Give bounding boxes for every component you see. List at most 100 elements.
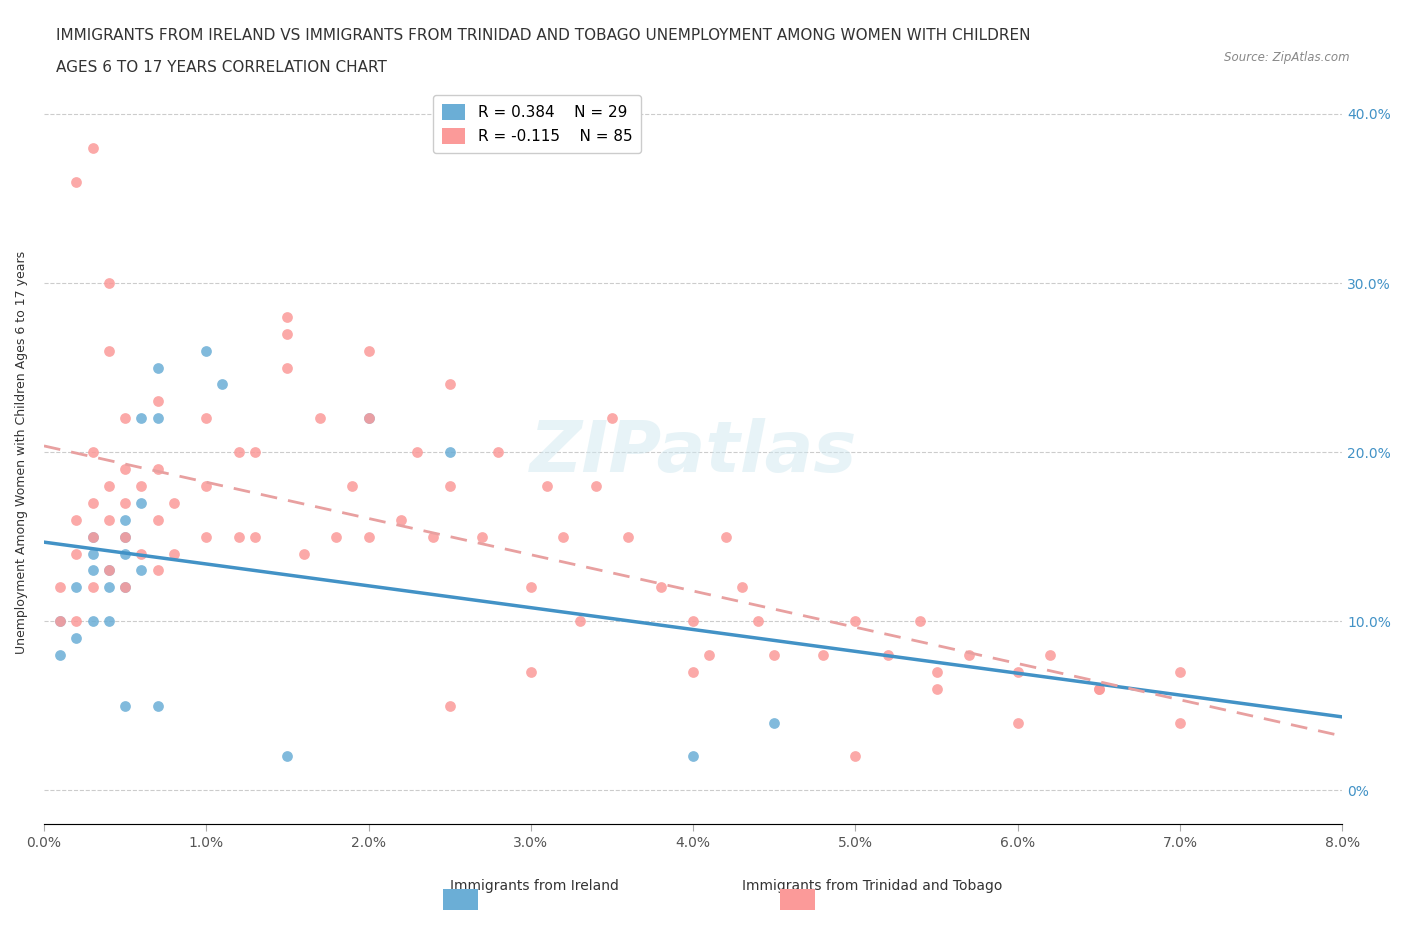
Point [97,563,120,578]
Point [553,529,575,544]
Text: Immigrants from Trinidad and Tobago: Immigrants from Trinidad and Tobago [741,879,1002,893]
Point [276,326,298,341]
Point [243,529,266,544]
Point [82,546,104,561]
Point [146,360,169,375]
Point [114,496,136,511]
Point [292,546,315,561]
Legend: R = 0.384    N = 29, R = -0.115    N = 85: R = 0.384 N = 29, R = -0.115 N = 85 [433,95,641,153]
Point [146,563,169,578]
Point [131,478,153,493]
Point [585,478,607,493]
Point [439,377,461,392]
Point [49,614,72,629]
Point [114,461,136,476]
Text: IMMIGRANTS FROM IRELAND VS IMMIGRANTS FROM TRINIDAD AND TOBAGO UNEMPLOYMENT AMON: IMMIGRANTS FROM IRELAND VS IMMIGRANTS FR… [56,28,1031,43]
Point [97,563,120,578]
Point [357,529,380,544]
Point [276,310,298,325]
Point [131,496,153,511]
Point [82,580,104,595]
Point [357,343,380,358]
Point [82,563,104,578]
Point [146,461,169,476]
Text: Immigrants from Ireland: Immigrants from Ireland [450,879,619,893]
Point [114,512,136,527]
Point [49,647,72,662]
Point [114,529,136,544]
Point [957,647,980,662]
Point [82,496,104,511]
Point [97,478,120,493]
Point [682,749,704,764]
Point [114,546,136,561]
Point [195,478,218,493]
Point [65,546,87,561]
Point [195,529,218,544]
Point [1088,682,1111,697]
Point [163,546,186,561]
Point [357,411,380,426]
Point [211,377,233,392]
Point [146,411,169,426]
Point [406,445,429,459]
Point [97,512,120,527]
Point [600,411,623,426]
Point [650,580,672,595]
Point [82,140,104,155]
Point [714,529,737,544]
Point [568,614,591,629]
Point [763,715,786,730]
Point [131,563,153,578]
Point [146,394,169,409]
Point [731,580,754,595]
Point [1088,682,1111,697]
Point [65,580,87,595]
Point [486,445,509,459]
Point [439,478,461,493]
Point [1039,647,1062,662]
Point [65,614,87,629]
Point [65,512,87,527]
Point [114,529,136,544]
Point [82,529,104,544]
Point [97,275,120,290]
Text: Source: ZipAtlas.com: Source: ZipAtlas.com [1225,51,1350,64]
Y-axis label: Unemployment Among Women with Children Ages 6 to 17 years: Unemployment Among Women with Children A… [15,250,28,654]
Point [925,664,948,679]
Point [910,614,932,629]
Point [243,445,266,459]
Point [49,580,72,595]
Point [131,411,153,426]
Point [747,614,769,629]
Point [617,529,640,544]
Point [682,664,704,679]
Point [422,529,444,544]
Point [471,529,494,544]
Text: AGES 6 TO 17 YEARS CORRELATION CHART: AGES 6 TO 17 YEARS CORRELATION CHART [56,60,387,75]
Point [114,580,136,595]
Point [520,664,543,679]
Point [439,445,461,459]
Point [389,512,412,527]
Point [97,614,120,629]
Point [844,749,866,764]
Point [114,411,136,426]
Point [65,631,87,645]
Point [195,343,218,358]
Point [439,698,461,713]
Point [357,411,380,426]
Point [536,478,558,493]
Point [876,647,898,662]
Point [195,411,218,426]
Point [97,343,120,358]
Text: ZIPatlas: ZIPatlas [530,418,856,486]
Point [49,614,72,629]
Point [699,647,721,662]
Point [308,411,330,426]
Point [97,580,120,595]
Point [82,614,104,629]
Point [520,580,543,595]
Point [114,580,136,595]
Point [131,546,153,561]
